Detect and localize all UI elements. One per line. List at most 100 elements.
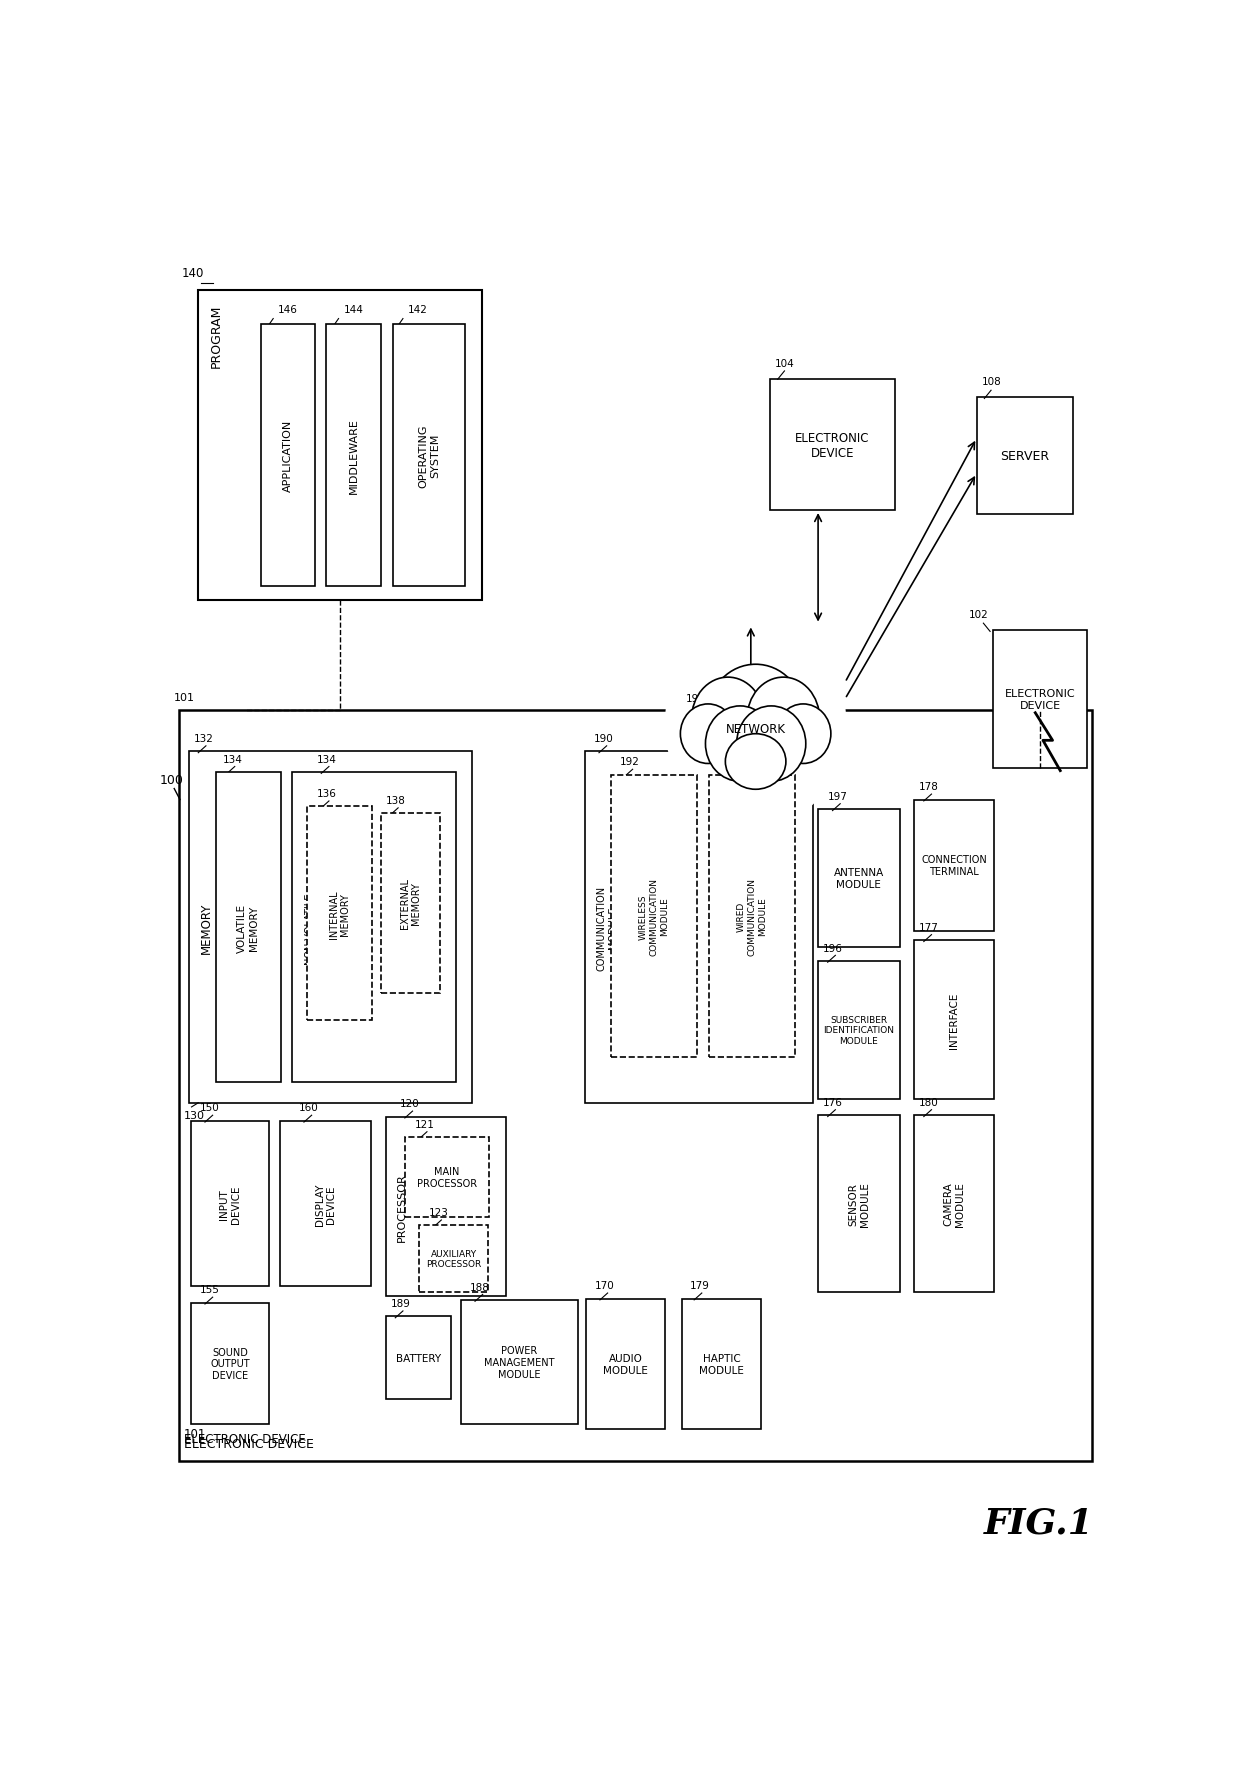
Text: 121: 121 <box>414 1120 434 1129</box>
Text: 144: 144 <box>343 306 363 315</box>
Text: 146: 146 <box>278 306 298 315</box>
Text: SERVER: SERVER <box>1001 451 1049 463</box>
Text: PROCESSOR: PROCESSOR <box>397 1172 407 1242</box>
Text: APPLICATION: APPLICATION <box>283 420 293 492</box>
Text: 198: 198 <box>742 762 761 773</box>
Text: 108: 108 <box>982 377 1001 386</box>
FancyBboxPatch shape <box>585 1299 666 1429</box>
Text: COMMUNICATION
MODULE: COMMUNICATION MODULE <box>596 886 618 970</box>
Text: 134: 134 <box>316 755 336 764</box>
Text: 102: 102 <box>968 610 988 619</box>
Text: AUDIO
MODULE: AUDIO MODULE <box>603 1354 647 1376</box>
FancyBboxPatch shape <box>818 1116 900 1292</box>
Text: WIRELESS
COMMUNICATION
MODULE: WIRELESS COMMUNICATION MODULE <box>639 878 668 955</box>
FancyBboxPatch shape <box>914 941 994 1098</box>
FancyBboxPatch shape <box>386 1317 451 1399</box>
Text: 142: 142 <box>408 306 428 315</box>
FancyBboxPatch shape <box>393 326 465 587</box>
FancyBboxPatch shape <box>818 810 900 948</box>
Text: MEMORY: MEMORY <box>200 902 213 954</box>
FancyBboxPatch shape <box>993 632 1087 769</box>
Text: DISPLAY
DEVICE: DISPLAY DEVICE <box>315 1183 336 1225</box>
Text: 101: 101 <box>184 1428 206 1440</box>
Text: 170: 170 <box>595 1281 615 1290</box>
Text: INTERNAL
MEMORY: INTERNAL MEMORY <box>329 889 351 937</box>
Text: MIDDLEWARE: MIDDLEWARE <box>348 419 358 494</box>
Text: ANTENNA
MODULE: ANTENNA MODULE <box>833 868 884 889</box>
Text: ELECTRONIC DEVICE: ELECTRONIC DEVICE <box>184 1437 314 1451</box>
Text: NON-VOLATILE
MEMORY: NON-VOLATILE MEMORY <box>304 893 326 962</box>
Text: BATTERY: BATTERY <box>396 1352 441 1363</box>
Ellipse shape <box>737 707 806 782</box>
FancyBboxPatch shape <box>708 775 795 1057</box>
Text: ELECTRONIC
DEVICE: ELECTRONIC DEVICE <box>795 431 869 460</box>
Text: POWER
MANAGEMENT
MODULE: POWER MANAGEMENT MODULE <box>484 1345 554 1379</box>
Text: 176: 176 <box>823 1097 843 1107</box>
FancyBboxPatch shape <box>179 710 1092 1462</box>
Text: 178: 178 <box>919 782 939 793</box>
FancyBboxPatch shape <box>381 814 440 993</box>
Text: 189: 189 <box>391 1299 410 1308</box>
FancyBboxPatch shape <box>260 326 315 587</box>
Text: FIG.1: FIG.1 <box>985 1506 1094 1540</box>
Text: 150: 150 <box>200 1102 219 1113</box>
Ellipse shape <box>725 733 786 789</box>
FancyBboxPatch shape <box>977 397 1073 515</box>
Text: VOLATILE
MEMORY: VOLATILE MEMORY <box>237 903 259 952</box>
FancyBboxPatch shape <box>460 1301 578 1424</box>
FancyBboxPatch shape <box>419 1225 489 1292</box>
Text: 197: 197 <box>828 791 848 801</box>
Text: 196: 196 <box>823 943 843 954</box>
Text: 138: 138 <box>386 796 405 805</box>
Text: MAIN
PROCESSOR: MAIN PROCESSOR <box>417 1166 477 1188</box>
Text: INTERFACE: INTERFACE <box>949 991 959 1048</box>
Text: 130: 130 <box>184 1109 205 1120</box>
Text: 188: 188 <box>470 1283 490 1292</box>
FancyBboxPatch shape <box>198 290 481 601</box>
Text: SUBSCRIBER
IDENTIFICATION
MODULE: SUBSCRIBER IDENTIFICATION MODULE <box>823 1016 894 1045</box>
Text: SOUND
OUTPUT
DEVICE: SOUND OUTPUT DEVICE <box>210 1347 249 1379</box>
Text: ELECTRONIC DEVICE: ELECTRONIC DEVICE <box>184 1431 305 1446</box>
Ellipse shape <box>775 705 831 764</box>
Ellipse shape <box>681 705 735 764</box>
Text: 177: 177 <box>919 923 939 932</box>
Text: NETWORK: NETWORK <box>725 723 786 735</box>
FancyBboxPatch shape <box>326 326 381 587</box>
FancyBboxPatch shape <box>280 1122 371 1286</box>
Text: ELECTRONIC
DEVICE: ELECTRONIC DEVICE <box>1004 689 1075 710</box>
Text: OPERATING
SYSTEM: OPERATING SYSTEM <box>419 424 440 487</box>
FancyBboxPatch shape <box>386 1116 506 1295</box>
FancyBboxPatch shape <box>191 1122 269 1286</box>
Text: 190: 190 <box>594 733 614 744</box>
Text: 140: 140 <box>182 267 205 279</box>
Text: 134: 134 <box>223 755 243 764</box>
Text: INPUT
DEVICE: INPUT DEVICE <box>219 1184 241 1224</box>
Text: EXTERNAL
MEMORY: EXTERNAL MEMORY <box>399 878 422 928</box>
FancyBboxPatch shape <box>914 1116 994 1292</box>
FancyBboxPatch shape <box>682 1299 761 1429</box>
Ellipse shape <box>706 707 775 782</box>
Text: WIRED
COMMUNICATION
MODULE: WIRED COMMUNICATION MODULE <box>737 878 766 955</box>
Text: 180: 180 <box>919 1097 939 1107</box>
Text: PROGRAM: PROGRAM <box>210 304 223 367</box>
FancyBboxPatch shape <box>584 751 813 1104</box>
Ellipse shape <box>746 678 820 760</box>
Ellipse shape <box>665 621 847 828</box>
Ellipse shape <box>692 678 764 760</box>
FancyBboxPatch shape <box>216 773 281 1082</box>
Text: 132: 132 <box>193 733 213 744</box>
Text: AUXILIARY
PROCESSOR: AUXILIARY PROCESSOR <box>427 1249 481 1268</box>
Text: 199: 199 <box>686 694 706 703</box>
Text: CAMERA
MODULE: CAMERA MODULE <box>944 1181 965 1225</box>
Text: 160: 160 <box>299 1102 319 1113</box>
Text: HAPTIC
MODULE: HAPTIC MODULE <box>699 1354 744 1376</box>
Text: 155: 155 <box>200 1285 219 1295</box>
Text: SENSOR
MODULE: SENSOR MODULE <box>848 1181 869 1225</box>
Text: 179: 179 <box>689 1281 709 1290</box>
FancyBboxPatch shape <box>770 379 895 512</box>
Text: 104: 104 <box>775 360 795 369</box>
Text: 100: 100 <box>160 773 184 787</box>
Text: 120: 120 <box>401 1098 420 1109</box>
FancyBboxPatch shape <box>818 961 900 1098</box>
FancyBboxPatch shape <box>188 751 472 1104</box>
